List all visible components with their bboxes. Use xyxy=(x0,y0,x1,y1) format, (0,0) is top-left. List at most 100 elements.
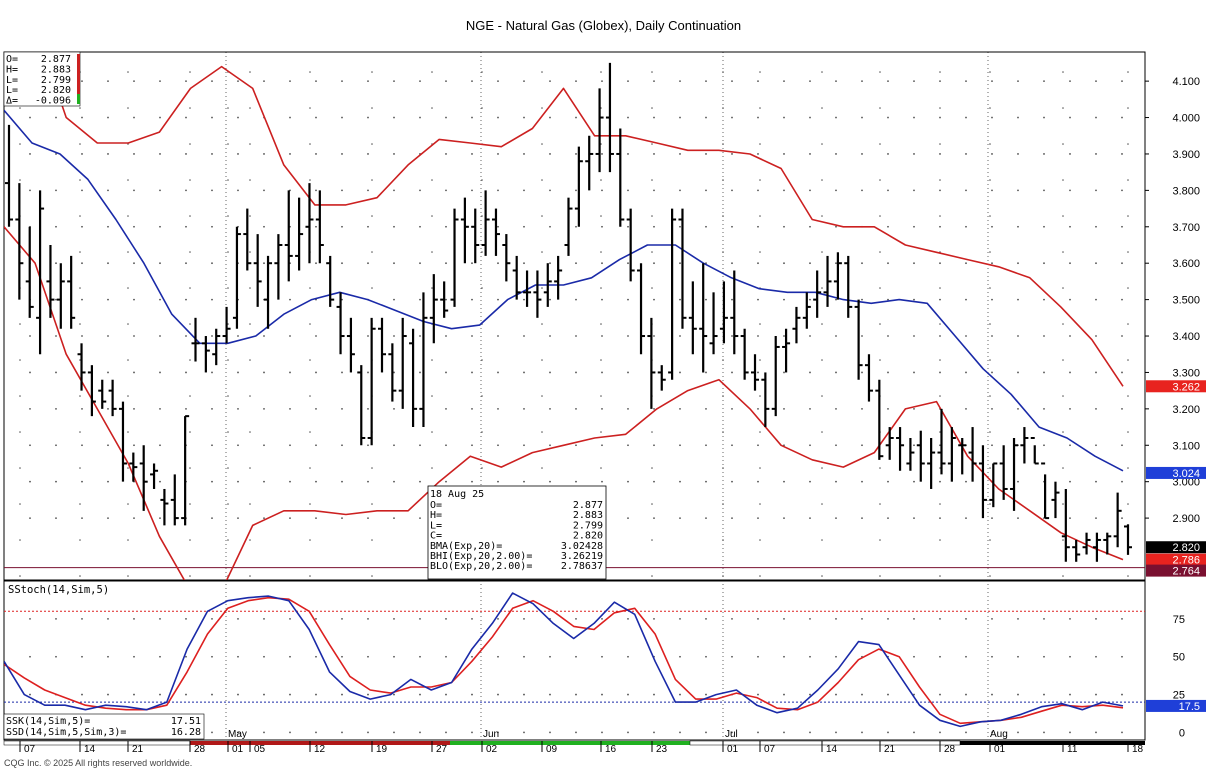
grid-dot xyxy=(393,444,395,447)
grid-dot xyxy=(1095,225,1097,228)
grid-dot xyxy=(731,116,733,119)
grid-dot xyxy=(81,225,83,228)
grid-dot xyxy=(159,153,161,155)
grid-dot xyxy=(249,215,251,217)
grid-dot xyxy=(127,395,129,397)
grid-dot xyxy=(315,517,317,519)
grid-dot xyxy=(81,617,83,620)
grid-dot xyxy=(1043,444,1045,447)
grid-dot xyxy=(731,617,733,620)
grid-dot xyxy=(1062,179,1064,181)
ohlc-bar xyxy=(657,365,666,391)
grid-dot xyxy=(627,225,629,228)
grid-dot xyxy=(445,153,447,155)
grid-dot xyxy=(705,480,707,483)
month-label: Jul xyxy=(725,729,738,740)
grid-dot xyxy=(887,480,889,483)
grid-dot xyxy=(29,153,31,155)
grid-dot xyxy=(722,359,724,361)
grid-dot xyxy=(249,575,251,577)
info-value: 2.78637 xyxy=(561,561,603,572)
grid-dot xyxy=(393,693,395,696)
grid-dot xyxy=(127,71,129,73)
grid-dot xyxy=(809,225,811,228)
grid-dot xyxy=(497,80,499,83)
day-label: 02 xyxy=(486,744,498,755)
grid-dot xyxy=(965,731,967,734)
grid-dot xyxy=(939,575,941,577)
grid-dot xyxy=(991,655,993,658)
grid-dot xyxy=(731,225,733,228)
grid-dot xyxy=(1062,503,1064,505)
grid-dot xyxy=(189,107,191,109)
stoch-tick-label: 25 xyxy=(1173,690,1185,702)
ohlc-bar xyxy=(409,328,418,428)
grid-dot xyxy=(445,225,447,228)
grid-dot xyxy=(627,693,629,696)
grid-dot xyxy=(133,407,135,410)
grid-dot xyxy=(211,335,213,337)
grid-dot xyxy=(757,335,759,337)
grid-dot xyxy=(81,517,83,519)
grid-dot xyxy=(523,116,525,119)
grid-dot xyxy=(549,480,551,483)
info-label: BLO(Exp,20,2.00)= xyxy=(430,561,532,572)
grid-dot xyxy=(1095,189,1097,192)
grid-dot xyxy=(79,251,81,253)
grid-dot xyxy=(783,335,785,337)
grid-dot xyxy=(1043,407,1045,410)
grid-dot xyxy=(913,517,915,519)
grid-dot xyxy=(939,539,941,541)
grid-dot xyxy=(835,693,837,696)
ssk-value: 17.51 xyxy=(171,716,201,727)
grid-dot xyxy=(965,517,967,519)
grid-dot xyxy=(757,693,759,696)
grid-dot xyxy=(809,335,811,337)
grid-dot xyxy=(861,444,863,447)
month-label: Jun xyxy=(483,729,499,740)
grid-dot xyxy=(601,444,603,447)
grid-dot xyxy=(879,503,881,505)
grid-dot xyxy=(835,189,837,192)
grid-dot xyxy=(1095,655,1097,658)
grid-dot xyxy=(575,80,577,83)
grid-dot xyxy=(481,215,483,217)
grid-dot xyxy=(367,617,369,620)
ohlc-bar xyxy=(616,128,625,227)
grid-dot xyxy=(315,480,317,483)
grid-dot xyxy=(783,517,785,519)
grid-dot xyxy=(263,335,265,337)
grid-dot xyxy=(679,298,681,301)
grid-dot xyxy=(1121,80,1123,83)
grid-dot xyxy=(263,617,265,620)
grid-dot xyxy=(227,431,229,433)
grid-dot xyxy=(1069,153,1071,155)
grid-dot xyxy=(601,225,603,228)
grid-dot xyxy=(939,189,941,192)
grid-dot xyxy=(341,371,343,374)
grid-dot xyxy=(1127,323,1129,325)
ohlc-bar xyxy=(305,183,314,264)
ohlc-label: Δ= xyxy=(6,96,18,107)
grid-dot xyxy=(1121,335,1123,337)
grid-dot xyxy=(575,371,577,374)
grid-dot xyxy=(575,335,577,337)
ssk-label: SSK(14,Sim,5)= xyxy=(6,716,90,727)
grid-dot xyxy=(549,444,551,447)
grid-dot xyxy=(939,371,941,374)
ohlc-label: L= xyxy=(6,75,18,86)
grid-dot xyxy=(81,335,83,337)
ohlc-bar xyxy=(25,226,34,318)
grid-dot xyxy=(783,655,785,658)
grid-dot xyxy=(393,517,395,519)
ohlc-bar xyxy=(1020,427,1029,464)
grid-dot xyxy=(481,431,483,433)
grid-dot xyxy=(549,371,551,374)
grid-dot xyxy=(722,395,724,397)
grid-dot xyxy=(705,655,707,658)
grid-dot xyxy=(393,371,395,374)
grid-dot xyxy=(809,617,811,620)
grid-dot xyxy=(393,153,395,155)
grid-dot xyxy=(189,575,191,577)
grid-dot xyxy=(481,71,483,73)
